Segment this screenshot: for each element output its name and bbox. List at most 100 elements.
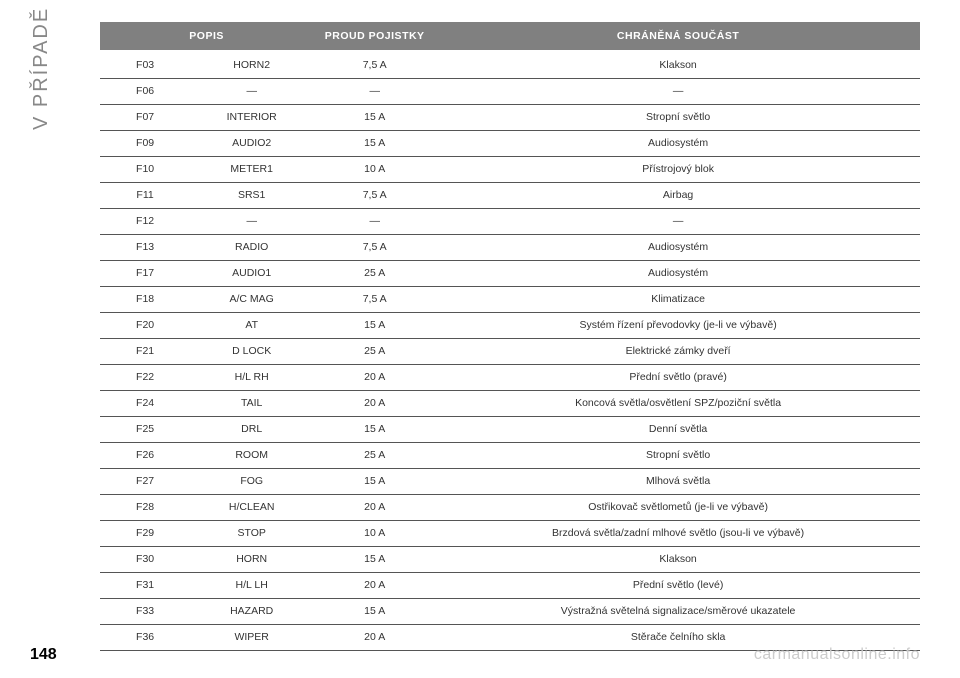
cell-name: A/C MAG: [190, 286, 313, 312]
cell-fuse: 20 A: [313, 494, 436, 520]
cell-part: Stropní světlo: [436, 442, 920, 468]
table-row: F06———: [100, 78, 920, 104]
cell-name: H/CLEAN: [190, 494, 313, 520]
table-row: F27FOG15 AMlhová světla: [100, 468, 920, 494]
cell-code: F21: [100, 338, 190, 364]
cell-part: Audiosystém: [436, 234, 920, 260]
cell-name: HORN: [190, 546, 313, 572]
table-row: F13RADIO7,5 AAudiosystém: [100, 234, 920, 260]
cell-fuse: 20 A: [313, 572, 436, 598]
table-row: F25DRL15 ADenní světla: [100, 416, 920, 442]
cell-fuse: 20 A: [313, 624, 436, 650]
table-row: F10METER110 APřístrojový blok: [100, 156, 920, 182]
cell-fuse: 25 A: [313, 442, 436, 468]
cell-part: Klimatizace: [436, 286, 920, 312]
table-row: F12———: [100, 208, 920, 234]
header-desc: POPIS: [100, 22, 313, 50]
table-row: F29STOP10 ABrzdová světla/zadní mlhové s…: [100, 520, 920, 546]
section-title: V PŘÍPADĚ NOUZE: [30, 0, 53, 130]
cell-part: Přední světlo (pravé): [436, 364, 920, 390]
cell-part: Klakson: [436, 50, 920, 78]
cell-fuse: 15 A: [313, 416, 436, 442]
page-number: 148: [30, 646, 57, 664]
cell-name: —: [190, 208, 313, 234]
cell-code: F30: [100, 546, 190, 572]
cell-name: H/L RH: [190, 364, 313, 390]
cell-code: F26: [100, 442, 190, 468]
cell-fuse: 10 A: [313, 520, 436, 546]
fuse-table-container: POPIS PROUD POJISTKY CHRÁNĚNÁ SOUČÁST F0…: [100, 22, 920, 651]
cell-name: FOG: [190, 468, 313, 494]
table-row: F07INTERIOR15 AStropní světlo: [100, 104, 920, 130]
cell-name: METER1: [190, 156, 313, 182]
cell-part: Airbag: [436, 182, 920, 208]
cell-name: SRS1: [190, 182, 313, 208]
header-part: CHRÁNĚNÁ SOUČÁST: [436, 22, 920, 50]
cell-name: AUDIO1: [190, 260, 313, 286]
cell-part: Mlhová světla: [436, 468, 920, 494]
cell-fuse: 25 A: [313, 260, 436, 286]
cell-name: INTERIOR: [190, 104, 313, 130]
cell-name: ROOM: [190, 442, 313, 468]
cell-name: WIPER: [190, 624, 313, 650]
cell-part: Koncová světla/osvětlení SPZ/poziční svě…: [436, 390, 920, 416]
cell-code: F24: [100, 390, 190, 416]
cell-fuse: 15 A: [313, 598, 436, 624]
cell-code: F25: [100, 416, 190, 442]
cell-code: F31: [100, 572, 190, 598]
cell-name: TAIL: [190, 390, 313, 416]
cell-part: Audiosystém: [436, 130, 920, 156]
cell-code: F36: [100, 624, 190, 650]
cell-fuse: 20 A: [313, 390, 436, 416]
cell-code: F10: [100, 156, 190, 182]
table-row: F28H/CLEAN20 AOstřikovač světlometů (je-…: [100, 494, 920, 520]
table-row: F31H/L LH20 APřední světlo (levé): [100, 572, 920, 598]
watermark: carmanualsonline.info: [754, 646, 920, 664]
table-row: F09AUDIO215 AAudiosystém: [100, 130, 920, 156]
cell-fuse: 25 A: [313, 338, 436, 364]
cell-part: Elektrické zámky dveří: [436, 338, 920, 364]
cell-code: F12: [100, 208, 190, 234]
cell-name: DRL: [190, 416, 313, 442]
cell-part: Klakson: [436, 546, 920, 572]
table-row: F20AT15 ASystém řízení převodovky (je-li…: [100, 312, 920, 338]
cell-fuse: —: [313, 78, 436, 104]
cell-part: Ostřikovač světlometů (je-li ve výbavě): [436, 494, 920, 520]
table-row: F03HORN27,5 AKlakson: [100, 50, 920, 78]
cell-part: Audiosystém: [436, 260, 920, 286]
cell-fuse: 15 A: [313, 468, 436, 494]
cell-code: F33: [100, 598, 190, 624]
cell-fuse: 15 A: [313, 546, 436, 572]
cell-part: Stropní světlo: [436, 104, 920, 130]
cell-name: RADIO: [190, 234, 313, 260]
cell-code: F28: [100, 494, 190, 520]
cell-fuse: 10 A: [313, 156, 436, 182]
cell-fuse: 7,5 A: [313, 234, 436, 260]
table-row: F24TAIL20 AKoncová světla/osvětlení SPZ/…: [100, 390, 920, 416]
table-row: F26ROOM25 AStropní světlo: [100, 442, 920, 468]
cell-code: F06: [100, 78, 190, 104]
cell-code: F07: [100, 104, 190, 130]
cell-name: HAZARD: [190, 598, 313, 624]
cell-fuse: 15 A: [313, 104, 436, 130]
header-fuse: PROUD POJISTKY: [313, 22, 436, 50]
cell-code: F20: [100, 312, 190, 338]
cell-code: F17: [100, 260, 190, 286]
cell-name: H/L LH: [190, 572, 313, 598]
cell-code: F27: [100, 468, 190, 494]
table-row: F33HAZARD15 AVýstražná světelná signaliz…: [100, 598, 920, 624]
cell-name: —: [190, 78, 313, 104]
cell-code: F13: [100, 234, 190, 260]
cell-part: Přední světlo (levé): [436, 572, 920, 598]
table-row: F18A/C MAG7,5 AKlimatizace: [100, 286, 920, 312]
table-row: F22H/L RH20 APřední světlo (pravé): [100, 364, 920, 390]
table-row: F11SRS17,5 AAirbag: [100, 182, 920, 208]
cell-fuse: 15 A: [313, 312, 436, 338]
cell-part: —: [436, 208, 920, 234]
cell-part: Přístrojový blok: [436, 156, 920, 182]
cell-part: Systém řízení převodovky (je-li ve výbav…: [436, 312, 920, 338]
cell-code: F11: [100, 182, 190, 208]
cell-name: AT: [190, 312, 313, 338]
cell-fuse: 15 A: [313, 130, 436, 156]
cell-name: D LOCK: [190, 338, 313, 364]
